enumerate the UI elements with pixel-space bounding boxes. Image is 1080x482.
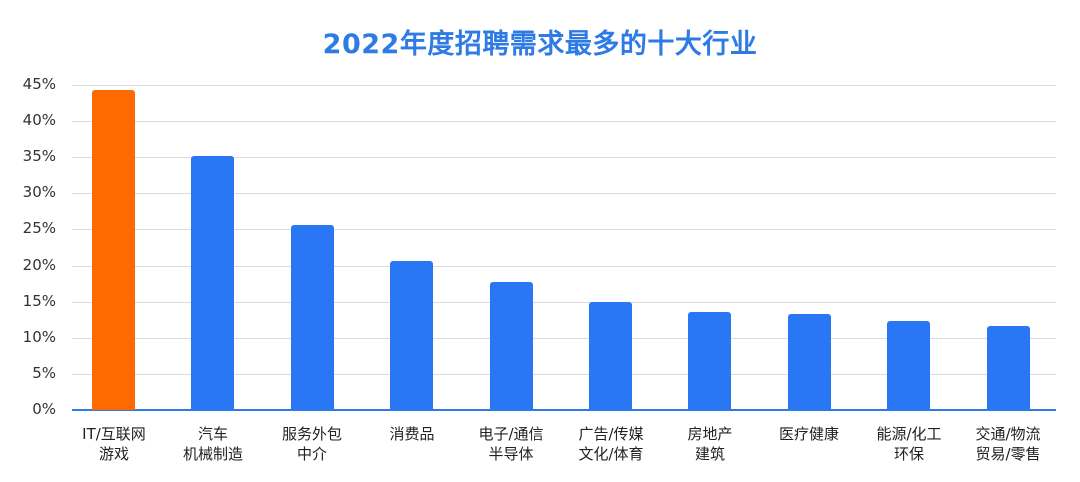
gridline bbox=[72, 157, 1056, 158]
x-category-label-line: 交通/物流 bbox=[975, 425, 1041, 443]
bar bbox=[987, 326, 1030, 410]
x-category-label: 消费品 bbox=[362, 424, 462, 464]
x-category-label-line: 游戏 bbox=[98, 445, 129, 463]
x-category-label-line: 半导体 bbox=[488, 445, 534, 463]
x-category-label: 交通/物流贸易/零售 bbox=[958, 424, 1058, 464]
gridline bbox=[72, 338, 1056, 339]
y-tick-label: 0% bbox=[32, 400, 56, 418]
x-category-label-line: 消费品 bbox=[389, 425, 435, 443]
gridline bbox=[72, 229, 1056, 230]
x-category-label: IT/互联网 游戏 bbox=[64, 424, 164, 464]
x-category-label: 广告/传媒文化/体育 bbox=[561, 424, 661, 464]
y-tick-label: 10% bbox=[22, 328, 56, 346]
x-category-label: 医疗健康 bbox=[759, 424, 859, 464]
y-tick-label: 40% bbox=[22, 111, 56, 129]
x-category-label-line: 服务外包 bbox=[281, 425, 342, 443]
x-category-label: 汽车 机械制造 bbox=[163, 424, 263, 464]
x-category-label-line: 医疗健康 bbox=[778, 425, 839, 443]
y-tick-label: 45% bbox=[22, 75, 56, 93]
bar bbox=[490, 282, 533, 410]
bar bbox=[589, 302, 632, 410]
gridline bbox=[72, 193, 1056, 194]
x-category-label-line: 电子/通信 bbox=[478, 425, 544, 443]
y-tick-label: 25% bbox=[22, 219, 56, 237]
bar bbox=[788, 314, 831, 410]
gridline bbox=[72, 266, 1056, 267]
chart-title: 2022年度招聘需求最多的十大行业 bbox=[322, 29, 758, 60]
bar bbox=[291, 225, 334, 410]
x-category-label-line bbox=[759, 444, 859, 464]
x-category-label-line: 贸易/零售 bbox=[975, 445, 1041, 463]
x-category-label-line: 建筑 bbox=[694, 445, 725, 463]
bar bbox=[390, 261, 433, 410]
x-category-label: 房地产 建筑 bbox=[660, 424, 760, 464]
y-tick-label: 35% bbox=[22, 147, 56, 165]
x-category-label-line: 广告/传媒 bbox=[578, 425, 644, 443]
x-category-label-line: 能源/化工 bbox=[876, 425, 942, 443]
x-category-label-line: 中介 bbox=[296, 445, 327, 463]
gridline bbox=[72, 302, 1056, 303]
bar bbox=[92, 90, 135, 410]
bar bbox=[887, 321, 930, 410]
x-category-label: 能源/化工环保 bbox=[859, 424, 959, 464]
x-category-label-line: 机械制造 bbox=[182, 445, 243, 463]
x-category-label-line bbox=[362, 444, 462, 464]
x-category-label: 服务外包 中介 bbox=[262, 424, 362, 464]
bar bbox=[191, 156, 234, 410]
y-tick-label: 15% bbox=[22, 292, 56, 310]
x-category-label: 电子/通信半导体 bbox=[461, 424, 561, 464]
bar bbox=[688, 312, 731, 410]
gridline bbox=[72, 121, 1056, 122]
x-category-label-line: 环保 bbox=[893, 445, 924, 463]
x-category-label-line: 文化/体育 bbox=[578, 445, 644, 463]
x-axis-line bbox=[72, 409, 1056, 411]
x-category-label-line: IT/互联网 bbox=[82, 425, 146, 443]
gridline bbox=[72, 374, 1056, 375]
x-category-label-line: 汽车 bbox=[197, 425, 228, 443]
gridline bbox=[72, 85, 1056, 86]
y-tick-label: 5% bbox=[32, 364, 56, 382]
y-tick-label: 20% bbox=[22, 256, 56, 274]
x-category-label-line: 房地产 bbox=[687, 425, 733, 443]
y-tick-label: 30% bbox=[22, 183, 56, 201]
